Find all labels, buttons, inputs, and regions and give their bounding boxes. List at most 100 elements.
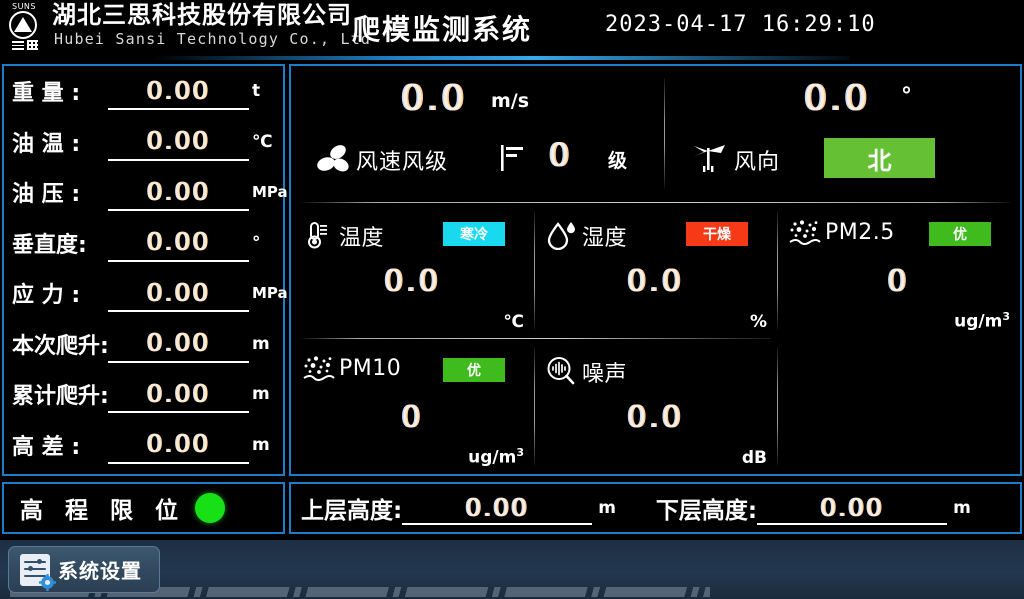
elevation-status-indicator <box>195 493 226 523</box>
company-name-en: Hubei Sansi Technology Co., Ltd <box>54 30 372 48</box>
sensor-status-badge-pm25: 优 <box>929 222 991 246</box>
measurement-value-height-difference: 0.00 <box>146 429 211 459</box>
sensor-value-pm25: 0 <box>887 264 910 299</box>
measurement-unit-current-climb: m <box>252 333 270 354</box>
system-settings-button[interactable]: 系统设置 <box>8 546 160 593</box>
sensor-title-humidity: 湿度 <box>582 226 628 251</box>
sensor-card-pm10: PM10 优 0 ug/m3 <box>291 338 534 474</box>
sensor-unit-noise: dB <box>741 448 767 468</box>
height-value-upper-height: 0.00 <box>465 492 530 522</box>
sensor-value-temperature: 0.0 <box>384 264 441 299</box>
logo-triangle-circle-icon <box>9 11 37 39</box>
sensor-divider-v3 <box>534 346 535 466</box>
company-logo: SUNS <box>4 2 52 52</box>
dust-icon <box>789 220 821 248</box>
sensor-unit-temperature: ℃ <box>503 312 524 332</box>
measurement-row-weight: 重 量 : 0.00 t <box>4 66 283 117</box>
measurement-label-oil-pressure: 油 压 : <box>12 182 81 208</box>
sensor-card-noise: 噪声 0.0 dB <box>534 338 777 474</box>
height-input-upper-height[interactable]: 0.00 <box>402 491 593 525</box>
height-value-lower-height: 0.00 <box>820 492 884 522</box>
height-panel: 上层高度: 0.00 m 下层高度: 0.00 m <box>289 482 1022 534</box>
measurement-label-height-difference: 高 差 : <box>12 434 81 460</box>
measurement-unit-oil-temperature: ℃ <box>252 131 273 152</box>
logo-suns-text: SUNS <box>12 2 36 11</box>
wind-level-value: 0 <box>549 136 570 174</box>
sensor-divider-v4 <box>777 346 778 466</box>
sensor-title-temperature: 温度 <box>339 226 385 251</box>
wind-level-unit: 级 <box>608 150 628 172</box>
sensor-value-pm10: 0 <box>401 400 424 435</box>
logo-grid-icon <box>27 40 38 50</box>
measurement-field-weight[interactable]: 0.00 <box>108 72 249 111</box>
measurement-row-oil-temperature: 油 温 : 0.00 ℃ <box>4 117 283 168</box>
measurement-field-verticality[interactable]: 0.00 <box>108 224 249 262</box>
height-input-lower-height[interactable]: 0.00 <box>757 491 948 525</box>
dust-icon <box>303 356 335 384</box>
elevation-limit-panel: 高 程 限 位 <box>2 482 285 534</box>
measurement-unit-total-climb: m <box>252 384 270 405</box>
measurement-row-current-climb: 本次爬升: 0.00 m <box>4 319 283 370</box>
sensor-value-noise: 0.0 <box>627 400 684 435</box>
height-unit-upper-height: m <box>598 498 616 518</box>
measurement-value-current-climb: 0.00 <box>146 328 211 358</box>
measurement-unit-stress: MPa <box>252 284 288 303</box>
wind-section: 0.0 m/s 风速风级 0 级 0.0 ° <box>291 66 1020 200</box>
settings-document-icon <box>20 553 56 591</box>
sensor-value-humidity: 0.0 <box>627 264 684 299</box>
wind-direction-label: 风向 <box>734 150 781 175</box>
measurement-row-oil-pressure: 油 压 : 0.00 MPa <box>4 167 288 218</box>
height-unit-lower-height: m <box>953 498 971 518</box>
wind-direction-value: 0.0 <box>804 78 871 119</box>
wind-speed-unit: m/s <box>491 90 530 112</box>
measurement-field-height-difference[interactable]: 0.00 <box>108 426 249 464</box>
wind-direction-badge: 北 <box>824 138 935 178</box>
sensor-card-humidity: 湿度 干燥 0.0% <box>534 202 777 338</box>
measurement-field-oil-pressure[interactable]: 0.00 <box>108 173 249 212</box>
measurement-unit-verticality: ° <box>252 232 261 253</box>
sensor-status-badge-humidity: 干燥 <box>686 222 748 246</box>
measurement-field-stress[interactable]: 0.00 <box>108 274 249 313</box>
logo-bars-icon <box>12 41 24 50</box>
sensor-divider-top <box>301 202 1011 203</box>
taskbar-decoration <box>10 587 710 597</box>
sensor-divider-v2 <box>777 210 778 330</box>
sensor-card-temperature: 温度 寒冷 0.0 ℃ <box>291 202 534 338</box>
measurement-unit-height-difference: m <box>252 434 270 455</box>
thermometer-icon <box>303 220 333 249</box>
wind-direction-unit: ° <box>901 84 912 109</box>
measurement-label-stress: 应 力 : <box>12 283 81 309</box>
measurement-field-current-climb[interactable]: 0.00 <box>108 325 249 363</box>
taskbar: 系统设置 <box>0 540 1024 599</box>
sensor-grid: 温度 寒冷 0.0 ℃ 湿度 干燥 0.0% PM2.5 优 0 ug/m3 PM10 优 0 ug/m3 噪… <box>291 202 1020 474</box>
measurement-row-stress: 应 力 : 0.00 MPa <box>4 268 288 319</box>
measurement-unit-weight: t <box>252 81 261 102</box>
height-field-upper-height: 上层高度: 0.00 m <box>301 484 616 532</box>
measurement-value-verticality: 0.00 <box>146 227 211 257</box>
measurement-row-total-climb: 累计爬升: 0.00 m <box>4 369 283 420</box>
system-settings-label: 系统设置 <box>58 559 142 583</box>
sensor-status-badge-pm10: 优 <box>443 358 505 382</box>
wind-speed-label: 风速风级 <box>356 150 449 175</box>
datetime-display: 2023-04-17 16:29:10 <box>605 12 876 37</box>
sensor-title-noise: 噪声 <box>582 362 628 387</box>
sensor-divider-v1 <box>534 210 535 330</box>
measurement-row-height-difference: 高 差 : 0.00 m <box>4 420 283 471</box>
weather-vane-icon <box>692 142 728 174</box>
measurement-label-oil-temperature: 油 温 : <box>12 131 81 157</box>
measurement-unit-oil-pressure: MPa <box>252 183 288 202</box>
height-label-upper-height: 上层高度: <box>301 498 403 524</box>
measurement-value-total-climb: 0.00 <box>146 378 211 408</box>
company-name-cn: 湖北三思科技股份有限公司 <box>52 1 352 29</box>
gear-icon <box>39 573 56 591</box>
environment-panel: 0.0 m/s 风速风级 0 级 0.0 ° <box>289 64 1022 476</box>
elevation-limit-label: 高 程 限 位 <box>20 498 186 524</box>
height-label-lower-height: 下层高度: <box>655 498 758 524</box>
measurement-label-current-climb: 本次爬升: <box>12 333 109 359</box>
measurement-field-total-climb[interactable]: 0.00 <box>108 375 249 414</box>
sensor-title-pm25: PM2.5 <box>825 220 895 245</box>
fan-icon <box>316 142 352 174</box>
measurement-field-oil-temperature[interactable]: 0.00 <box>108 123 249 161</box>
sensor-unit-pm10: ug/m3 <box>468 446 524 468</box>
